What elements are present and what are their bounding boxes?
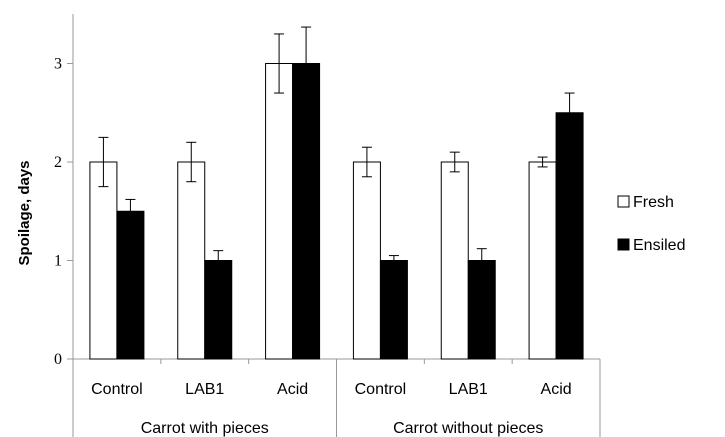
category-label: LAB1 — [185, 381, 224, 398]
y-tick-label: 2 — [54, 154, 62, 171]
bar-ensiled — [555, 112, 584, 360]
bar-ensiled — [204, 260, 233, 360]
category-label: Control — [355, 381, 407, 398]
bar-fresh — [265, 63, 294, 360]
legend-swatch-fresh — [617, 195, 630, 208]
bar-fresh — [440, 161, 469, 360]
legend: Fresh Ensiled — [617, 194, 685, 254]
category-label: Control — [91, 381, 143, 398]
bar-fresh — [528, 161, 557, 360]
bars — [89, 63, 584, 360]
bar-ensiled — [379, 260, 408, 360]
group-label: Carrot with pieces — [141, 420, 269, 437]
legend-swatch-ensiled — [617, 238, 630, 251]
bar-ensiled — [292, 63, 321, 360]
axes: 0 1 2 3 — [54, 14, 601, 437]
category-label: LAB1 — [449, 381, 488, 398]
category-label: Acid — [277, 381, 308, 398]
bar-ensiled — [467, 260, 496, 360]
category-label: Acid — [541, 381, 572, 398]
bar-fresh — [352, 161, 381, 360]
y-tick-label: 3 — [54, 56, 62, 73]
y-tick-label: 0 — [54, 351, 62, 368]
legend-label-fresh: Fresh — [633, 194, 674, 211]
axis-labels: Control LAB1 Acid Control LAB1 Acid Carrot wit… — [91, 381, 572, 437]
bar-fresh — [177, 161, 206, 360]
bar-ensiled — [116, 210, 145, 360]
error-bars — [98, 26, 575, 273]
bar-fresh — [89, 161, 118, 360]
y-tick-label: 1 — [54, 253, 62, 270]
y-axis-label: Spoilage, days — [16, 160, 33, 265]
group-label: Carrot without pieces — [393, 420, 543, 437]
legend-label-ensiled: Ensiled — [633, 237, 685, 254]
